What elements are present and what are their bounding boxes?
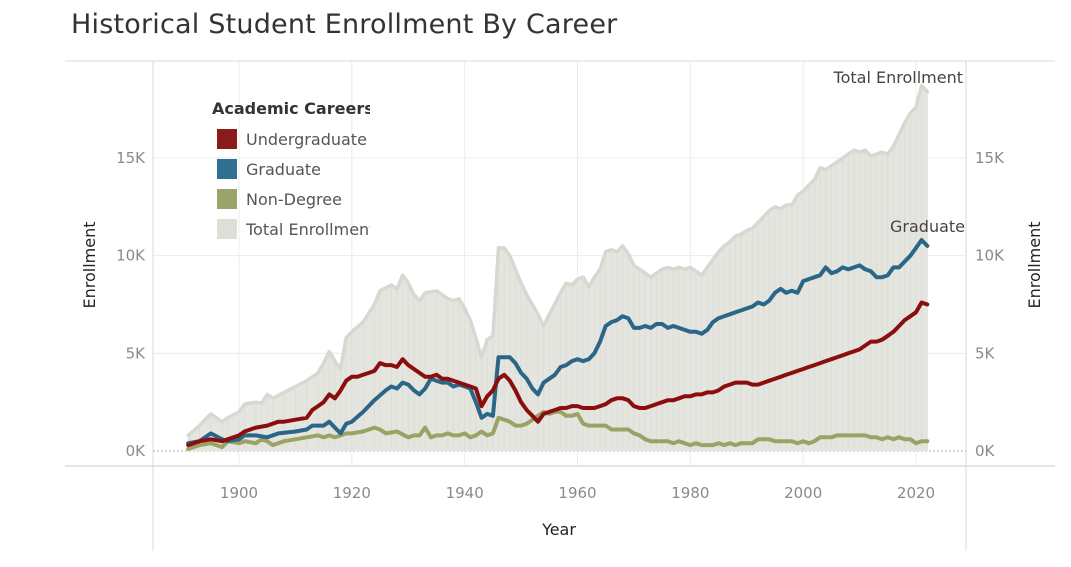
y-tick-label-left: 5K [126, 344, 147, 362]
legend-item-non-degree[interactable]: Non-Degree [212, 184, 370, 214]
y-tick-label-left: 0K [126, 442, 147, 460]
total-enrollment-bars [187, 85, 928, 451]
chart-title: Historical Student Enrollment By Career [71, 9, 618, 40]
y-tick-label-right: 5K [975, 344, 996, 362]
annotation-total-enrollment: Total Enrollment [833, 68, 963, 87]
x-tick-label: 1900 [220, 484, 258, 502]
legend-label-graduate: Graduate [246, 159, 321, 179]
legend-label-non-degree: Non-Degree [246, 189, 342, 209]
annotation-graduate: Graduate [890, 217, 965, 236]
legend-swatch-undergraduate [217, 129, 237, 149]
graduate-line [186, 238, 930, 446]
legend-item-graduate[interactable]: Graduate [212, 154, 370, 184]
x-tick-label: 1920 [333, 484, 371, 502]
y-tick-label-left: 15K [116, 149, 146, 167]
x-tick-label: 1980 [671, 484, 709, 502]
legend-label-total-enrollment: Total Enrollment [246, 219, 370, 239]
y-axis-title-right: Enrollment [1025, 222, 1044, 309]
lines-layer [186, 238, 930, 451]
non-degree-line [186, 409, 930, 451]
y-tick-label-left: 10K [116, 247, 146, 265]
legend: Academic Careers Undergraduate Graduate … [212, 99, 370, 244]
y-axis-title-left: Enrollment [80, 222, 99, 309]
total-enrollment-line [186, 83, 930, 438]
legend-item-undergraduate[interactable]: Undergraduate [212, 124, 370, 154]
total-enrollment-area [188, 85, 928, 451]
legend-title: Academic Careers [212, 99, 370, 118]
x-axis-title: Year [541, 520, 576, 539]
x-tick-label: 2020 [897, 484, 935, 502]
x-tick-label: 1940 [446, 484, 484, 502]
legend-swatch-total-enrollment [217, 219, 237, 239]
y-tick-label-right: 15K [975, 149, 1005, 167]
x-tick-label: 2000 [784, 484, 822, 502]
undergraduate-line [186, 300, 930, 448]
y-tick-label-right: 10K [975, 247, 1005, 265]
area-layer [186, 83, 930, 451]
ticks-layer: 1900 1920 1940 1960 1980 2000 2020 0K 0K 5K 5K 10K 1… [116, 149, 1005, 502]
legend-swatch-non-degree [217, 189, 237, 209]
y-tick-label-right: 0K [975, 442, 996, 460]
legend-swatch-graduate [217, 159, 237, 179]
x-tick-label: 1960 [558, 484, 596, 502]
legend-item-total-enrollment[interactable]: Total Enrollment [212, 214, 370, 244]
legend-label-undergraduate: Undergraduate [246, 129, 367, 149]
